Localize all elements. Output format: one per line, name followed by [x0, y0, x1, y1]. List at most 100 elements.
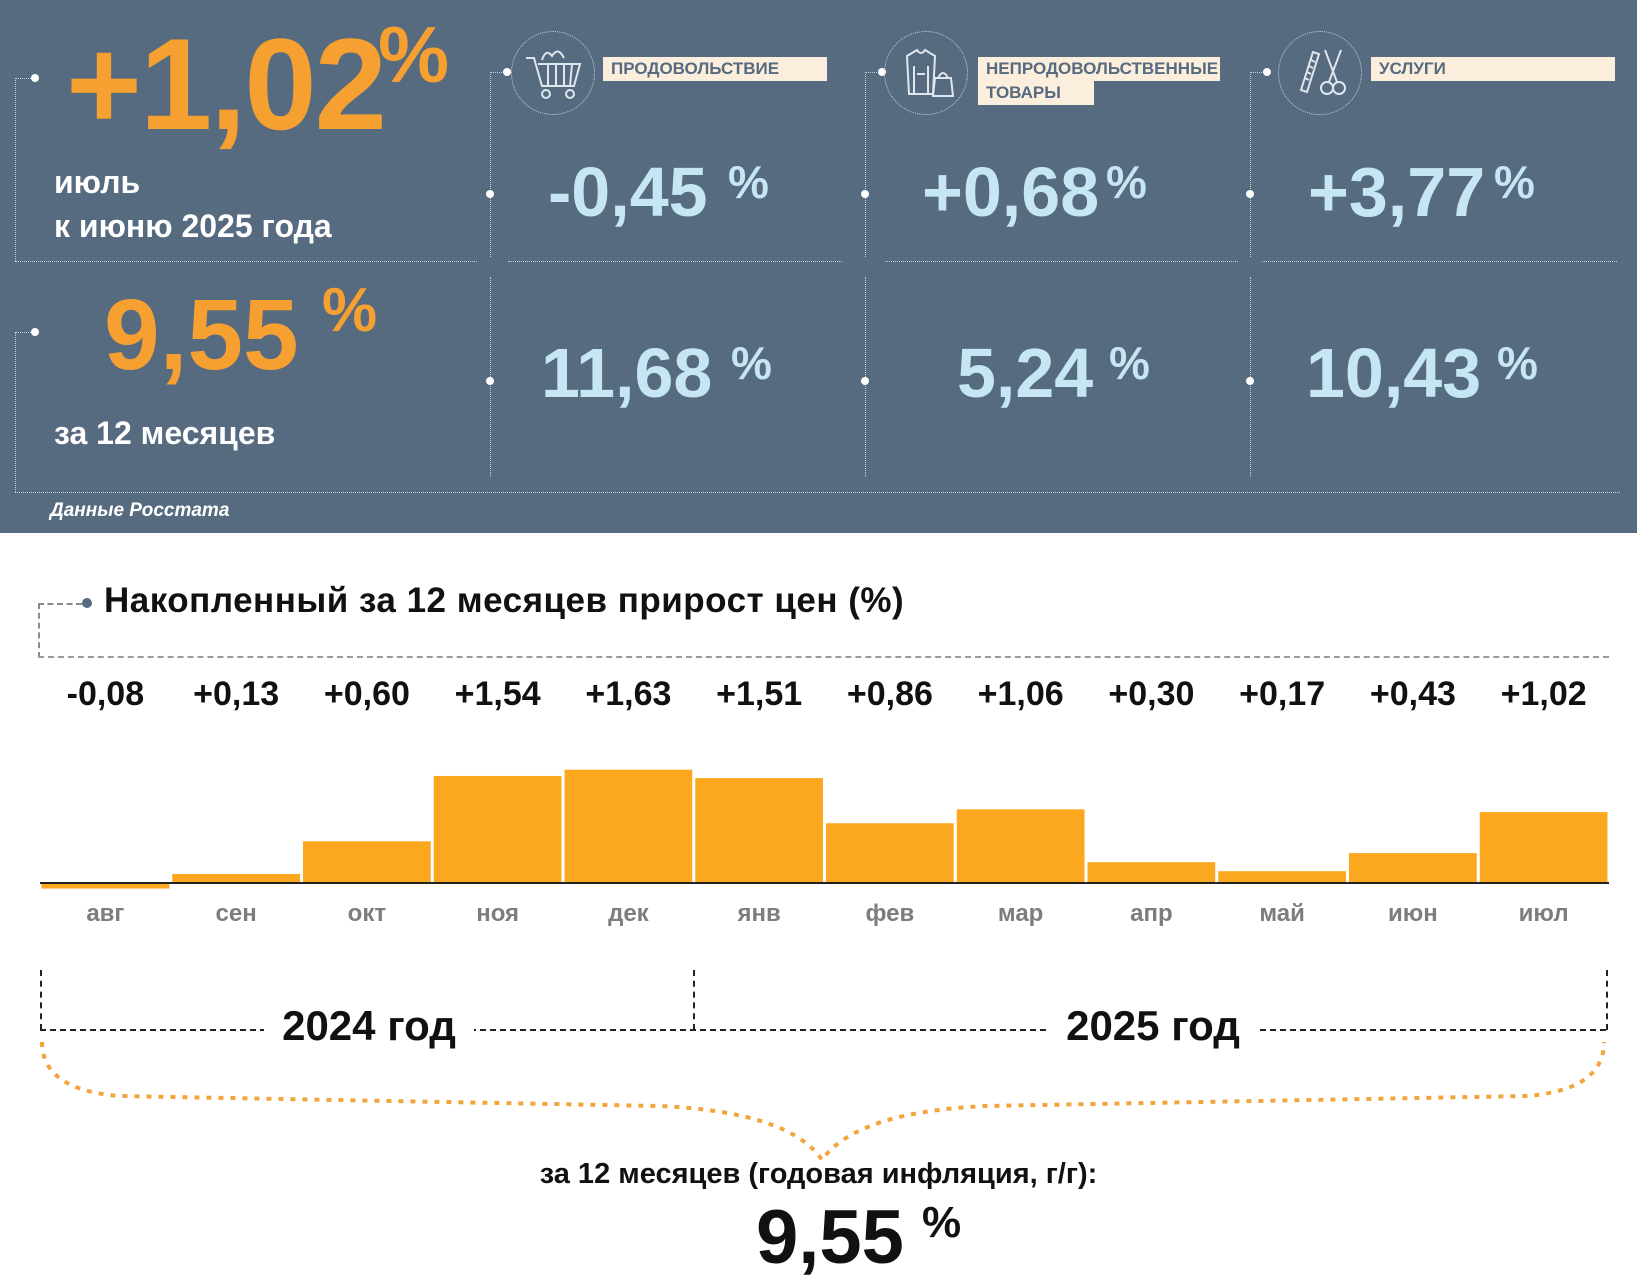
connector-line [15, 332, 16, 492]
category-label-text: ПРОДОВОЛЬСТВИЕ [611, 59, 780, 78]
month-label: июн [1388, 900, 1438, 927]
services-annual-unit: % [1497, 337, 1538, 389]
divider-line [885, 261, 1238, 262]
title-underline [38, 656, 1609, 658]
value-label: +0,43 [1369, 675, 1456, 713]
value-label: +1,06 [977, 675, 1064, 713]
connector-line [865, 72, 881, 73]
month-label: апр [1130, 900, 1173, 927]
connector-line [15, 78, 16, 261]
month-label: мар [997, 900, 1044, 927]
value-label: +1,54 [454, 675, 541, 713]
value-label: +0,30 [1108, 675, 1195, 713]
category-label-text: ТОВАРЫ [986, 83, 1061, 102]
bar-фев [826, 823, 954, 883]
connector-dot [503, 68, 511, 76]
connector-line [1250, 72, 1266, 73]
bar-май [1218, 871, 1346, 883]
column-line [865, 72, 866, 257]
comb-scissors-icon [1278, 31, 1362, 115]
nonfood-annual-value: 5,24 [957, 334, 1094, 412]
clothing-bag-icon [884, 31, 968, 115]
value-label: -0,08 [66, 675, 145, 713]
month-label: авг [86, 900, 125, 927]
connector-line [490, 72, 506, 73]
connector-dot [82, 598, 92, 608]
bracket-line [40, 1029, 1606, 1031]
connector-dot [1263, 68, 1271, 76]
category-label-text: НЕПРОДОВОЛЬСТВЕННЫЕ [986, 59, 1219, 78]
category-label-food: ПРОДОВОЛЬСТВИЕ [603, 57, 827, 81]
connector-line [15, 332, 35, 333]
food-annual-value: 11,68 [541, 334, 713, 412]
source-note: Данные Росстата [50, 500, 230, 521]
services-monthly-unit: % [1494, 156, 1535, 208]
value-label: +0,13 [193, 675, 280, 713]
year-2024-label: 2024 год [264, 1002, 474, 1050]
year-2025-label: 2025 год [1048, 1002, 1258, 1050]
food-monthly-value: -0,45 [548, 153, 708, 231]
month-label: ноя [476, 900, 520, 927]
connector-dot [31, 74, 39, 82]
month-label: янв [737, 900, 781, 927]
month-label: сен [215, 900, 257, 927]
monthly-caption-base: к июню 2025 года [54, 208, 332, 244]
bar-окт [303, 841, 431, 883]
month-label: фев [865, 900, 915, 927]
annual-footer-value: 9,55 [756, 1195, 904, 1280]
chart-area: Накопленный за 12 месяцев прирост цен (%… [0, 533, 1637, 1286]
monthly-caption-month: июль [54, 164, 141, 200]
nonfood-monthly-value: +0,68 [922, 153, 1100, 231]
shopping-cart-icon [511, 31, 595, 115]
value-label: +1,63 [585, 675, 672, 713]
monthly-value: +1,02 [66, 11, 387, 157]
month-label: окт [347, 900, 387, 927]
annual-value: 9,55 [104, 279, 299, 391]
category-label-nonfood: НЕПРОДОВОЛЬСТВЕННЫЕ [978, 57, 1220, 81]
connector-dot [878, 68, 886, 76]
month-label: июл [1518, 900, 1569, 927]
divider-line [15, 492, 1620, 493]
bar-июл [1479, 812, 1608, 883]
bracket-tick [40, 970, 42, 1030]
bracket-tick [1606, 970, 1608, 1030]
connector-dot [861, 190, 869, 198]
food-monthly-unit: % [728, 156, 769, 208]
nonfood-annual-unit: % [1109, 337, 1150, 389]
bracket-tick [693, 970, 695, 1030]
services-annual-value: 10,43 [1306, 334, 1482, 412]
connector-line [38, 603, 82, 605]
value-label: +1,51 [716, 675, 803, 713]
bar-сен [172, 873, 300, 883]
services-monthly-value: +3,77 [1308, 153, 1486, 231]
divider-line [1262, 261, 1617, 262]
connector-line [15, 78, 35, 79]
connector-dot [31, 328, 39, 336]
annual-unit: % [322, 276, 378, 345]
value-label: +0,17 [1239, 675, 1326, 713]
divider-line [508, 261, 842, 262]
value-label: +0,60 [323, 675, 410, 713]
bar-мар [956, 809, 1085, 883]
annual-footer-caption: за 12 месяцев (годовая инфляция, г/г): [539, 1158, 1098, 1190]
annual-footer-unit: % [922, 1198, 962, 1247]
category-label-text: УСЛУГИ [1379, 59, 1446, 78]
annual-caption: за 12 месяцев [54, 415, 276, 451]
connector-dot [1246, 377, 1254, 385]
month-label: дек [608, 900, 649, 927]
bar-дек [564, 769, 693, 883]
category-label-services: УСЛУГИ [1371, 57, 1615, 81]
nonfood-monthly-unit: % [1106, 156, 1147, 208]
food-annual-unit: % [731, 337, 772, 389]
value-label: +1,02 [1500, 675, 1587, 713]
connector-dot [1246, 190, 1254, 198]
divider-line [15, 261, 477, 262]
category-label-nonfood-line2: ТОВАРЫ [978, 81, 1094, 105]
connector-line [38, 603, 40, 658]
column-line [490, 72, 491, 257]
month-label: май [1259, 900, 1305, 927]
bar-июн [1349, 853, 1477, 883]
